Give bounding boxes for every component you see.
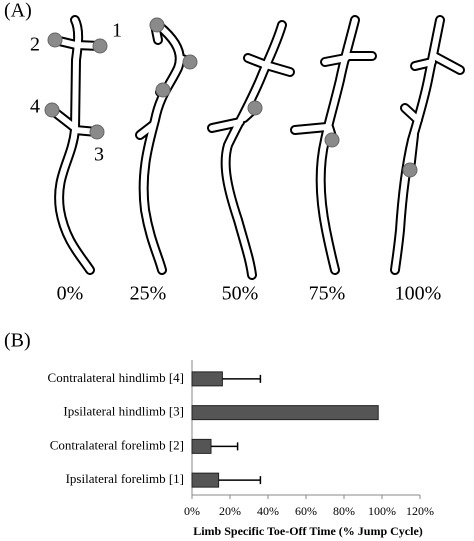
lizard-body xyxy=(263,62,293,75)
lizard-body xyxy=(402,105,421,123)
limb-marker xyxy=(247,100,263,116)
limb-marker xyxy=(92,38,108,54)
x-tick-label: 0% xyxy=(184,504,200,518)
lizard-body xyxy=(140,22,183,273)
limb-label: 4 xyxy=(30,96,40,118)
lizard-body xyxy=(137,122,156,138)
limb-label: 3 xyxy=(94,144,104,166)
y-tick-label: Ipsilateral hindlimb [3] xyxy=(63,404,184,419)
x-axis-title: Limb Specific Toe-Off Time (% Jump Cycle… xyxy=(193,524,423,538)
bar xyxy=(191,371,223,387)
panel-label: (B) xyxy=(4,330,31,352)
limb-marker xyxy=(324,132,340,148)
lizard-body xyxy=(209,119,243,131)
stage-label: 75% xyxy=(309,283,346,305)
lizard-body xyxy=(245,55,269,68)
lizard-body xyxy=(412,59,435,69)
limb-marker xyxy=(44,102,60,118)
limb-marker xyxy=(155,82,171,98)
limb-marker xyxy=(89,124,105,140)
x-tick-label: 60% xyxy=(295,504,317,518)
lizard-body xyxy=(322,55,349,65)
lizard-body xyxy=(56,17,93,273)
panel-a: (A) 1 2 3 4 0% 25% 50% 75% 100% xyxy=(4,0,465,305)
stage-label: 100% xyxy=(395,283,442,305)
limb-marker xyxy=(402,162,418,178)
bar xyxy=(191,405,379,421)
lizard-body xyxy=(292,124,330,133)
x-tick-label: 120% xyxy=(406,504,434,518)
limb-label: 2 xyxy=(30,34,40,56)
y-tick-label: Contralateral forelimb [2] xyxy=(50,437,184,452)
limb-marker xyxy=(182,54,198,70)
lizard-drawings xyxy=(44,15,465,280)
bar xyxy=(191,438,212,454)
x-tick-label: 40% xyxy=(257,504,279,518)
lizard-body xyxy=(431,53,463,73)
limb-label: 1 xyxy=(112,20,122,42)
panel-label: (A) xyxy=(4,0,32,22)
stage-label: 25% xyxy=(130,283,167,305)
stage-label: 0% xyxy=(57,283,84,305)
y-tick-label: Ipsilateral forelimb [1] xyxy=(66,471,184,486)
y-tick-label: Contralateral hindlimb [4] xyxy=(48,370,184,385)
limb-marker xyxy=(149,17,165,33)
x-tick-label: 100% xyxy=(368,504,396,518)
bar xyxy=(191,472,220,488)
x-tick-label: 80% xyxy=(333,504,355,518)
x-tick-label: 20% xyxy=(219,504,241,518)
stage-label: 50% xyxy=(222,283,259,305)
limb-marker xyxy=(47,32,63,48)
panel-b: (B) 0% 20% 40% 60% 80% 100% 120% Limb Specific … xyxy=(4,330,434,538)
